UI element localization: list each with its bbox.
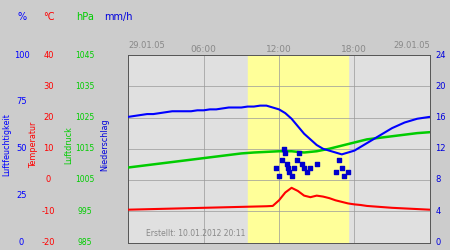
Text: 10: 10 — [43, 144, 54, 153]
Point — [280, 147, 288, 151]
Point — [290, 166, 297, 170]
Text: 985: 985 — [77, 238, 92, 247]
Point — [313, 162, 320, 166]
Text: 4: 4 — [435, 207, 441, 216]
Text: 20: 20 — [435, 82, 446, 91]
Text: 995: 995 — [77, 207, 92, 216]
Text: -10: -10 — [42, 207, 55, 216]
Bar — [248, 55, 348, 242]
Text: °C: °C — [43, 12, 54, 22]
Text: 30: 30 — [43, 82, 54, 91]
Text: 25: 25 — [16, 191, 27, 200]
Point — [307, 166, 314, 170]
Text: Luftdruck: Luftdruck — [64, 126, 73, 164]
Text: 0: 0 — [46, 176, 51, 184]
Text: 29.01.05: 29.01.05 — [393, 41, 430, 50]
Text: 29.01.05: 29.01.05 — [128, 41, 165, 50]
Text: 100: 100 — [14, 50, 30, 59]
Point — [341, 174, 348, 178]
Text: 1035: 1035 — [75, 82, 94, 91]
Text: 40: 40 — [43, 50, 54, 59]
Point — [285, 170, 292, 174]
Text: Niederschlag: Niederschlag — [100, 119, 109, 171]
Point — [345, 170, 352, 174]
Text: 1025: 1025 — [75, 113, 94, 122]
Text: 0: 0 — [435, 238, 441, 247]
Text: 24: 24 — [435, 50, 446, 59]
Point — [296, 151, 303, 155]
Text: 1045: 1045 — [75, 50, 94, 59]
Point — [301, 166, 308, 170]
Point — [284, 166, 292, 170]
Point — [303, 170, 310, 174]
Point — [283, 162, 290, 166]
Point — [278, 158, 285, 162]
Point — [273, 166, 280, 170]
Point — [275, 174, 283, 178]
Text: 1005: 1005 — [75, 176, 94, 184]
Point — [298, 162, 305, 166]
Point — [293, 158, 300, 162]
Text: 8: 8 — [435, 176, 441, 184]
Text: 50: 50 — [16, 144, 27, 153]
Text: -20: -20 — [42, 238, 55, 247]
Text: Luftfeuchtigkeit: Luftfeuchtigkeit — [2, 114, 11, 176]
Point — [332, 170, 339, 174]
Text: Erstellt: 10.01.2012 20:11: Erstellt: 10.01.2012 20:11 — [146, 228, 246, 237]
Text: %: % — [17, 12, 26, 22]
Text: Temperatur: Temperatur — [29, 122, 38, 168]
Text: mm/h: mm/h — [104, 12, 132, 22]
Point — [288, 174, 295, 178]
Text: 75: 75 — [16, 97, 27, 106]
Text: 0: 0 — [19, 238, 24, 247]
Text: 16: 16 — [435, 113, 446, 122]
Text: 20: 20 — [43, 113, 54, 122]
Point — [282, 151, 289, 155]
Text: 12: 12 — [435, 144, 446, 153]
Point — [336, 158, 343, 162]
Text: 1015: 1015 — [75, 144, 94, 153]
Point — [338, 166, 346, 170]
Text: hPa: hPa — [76, 12, 94, 22]
